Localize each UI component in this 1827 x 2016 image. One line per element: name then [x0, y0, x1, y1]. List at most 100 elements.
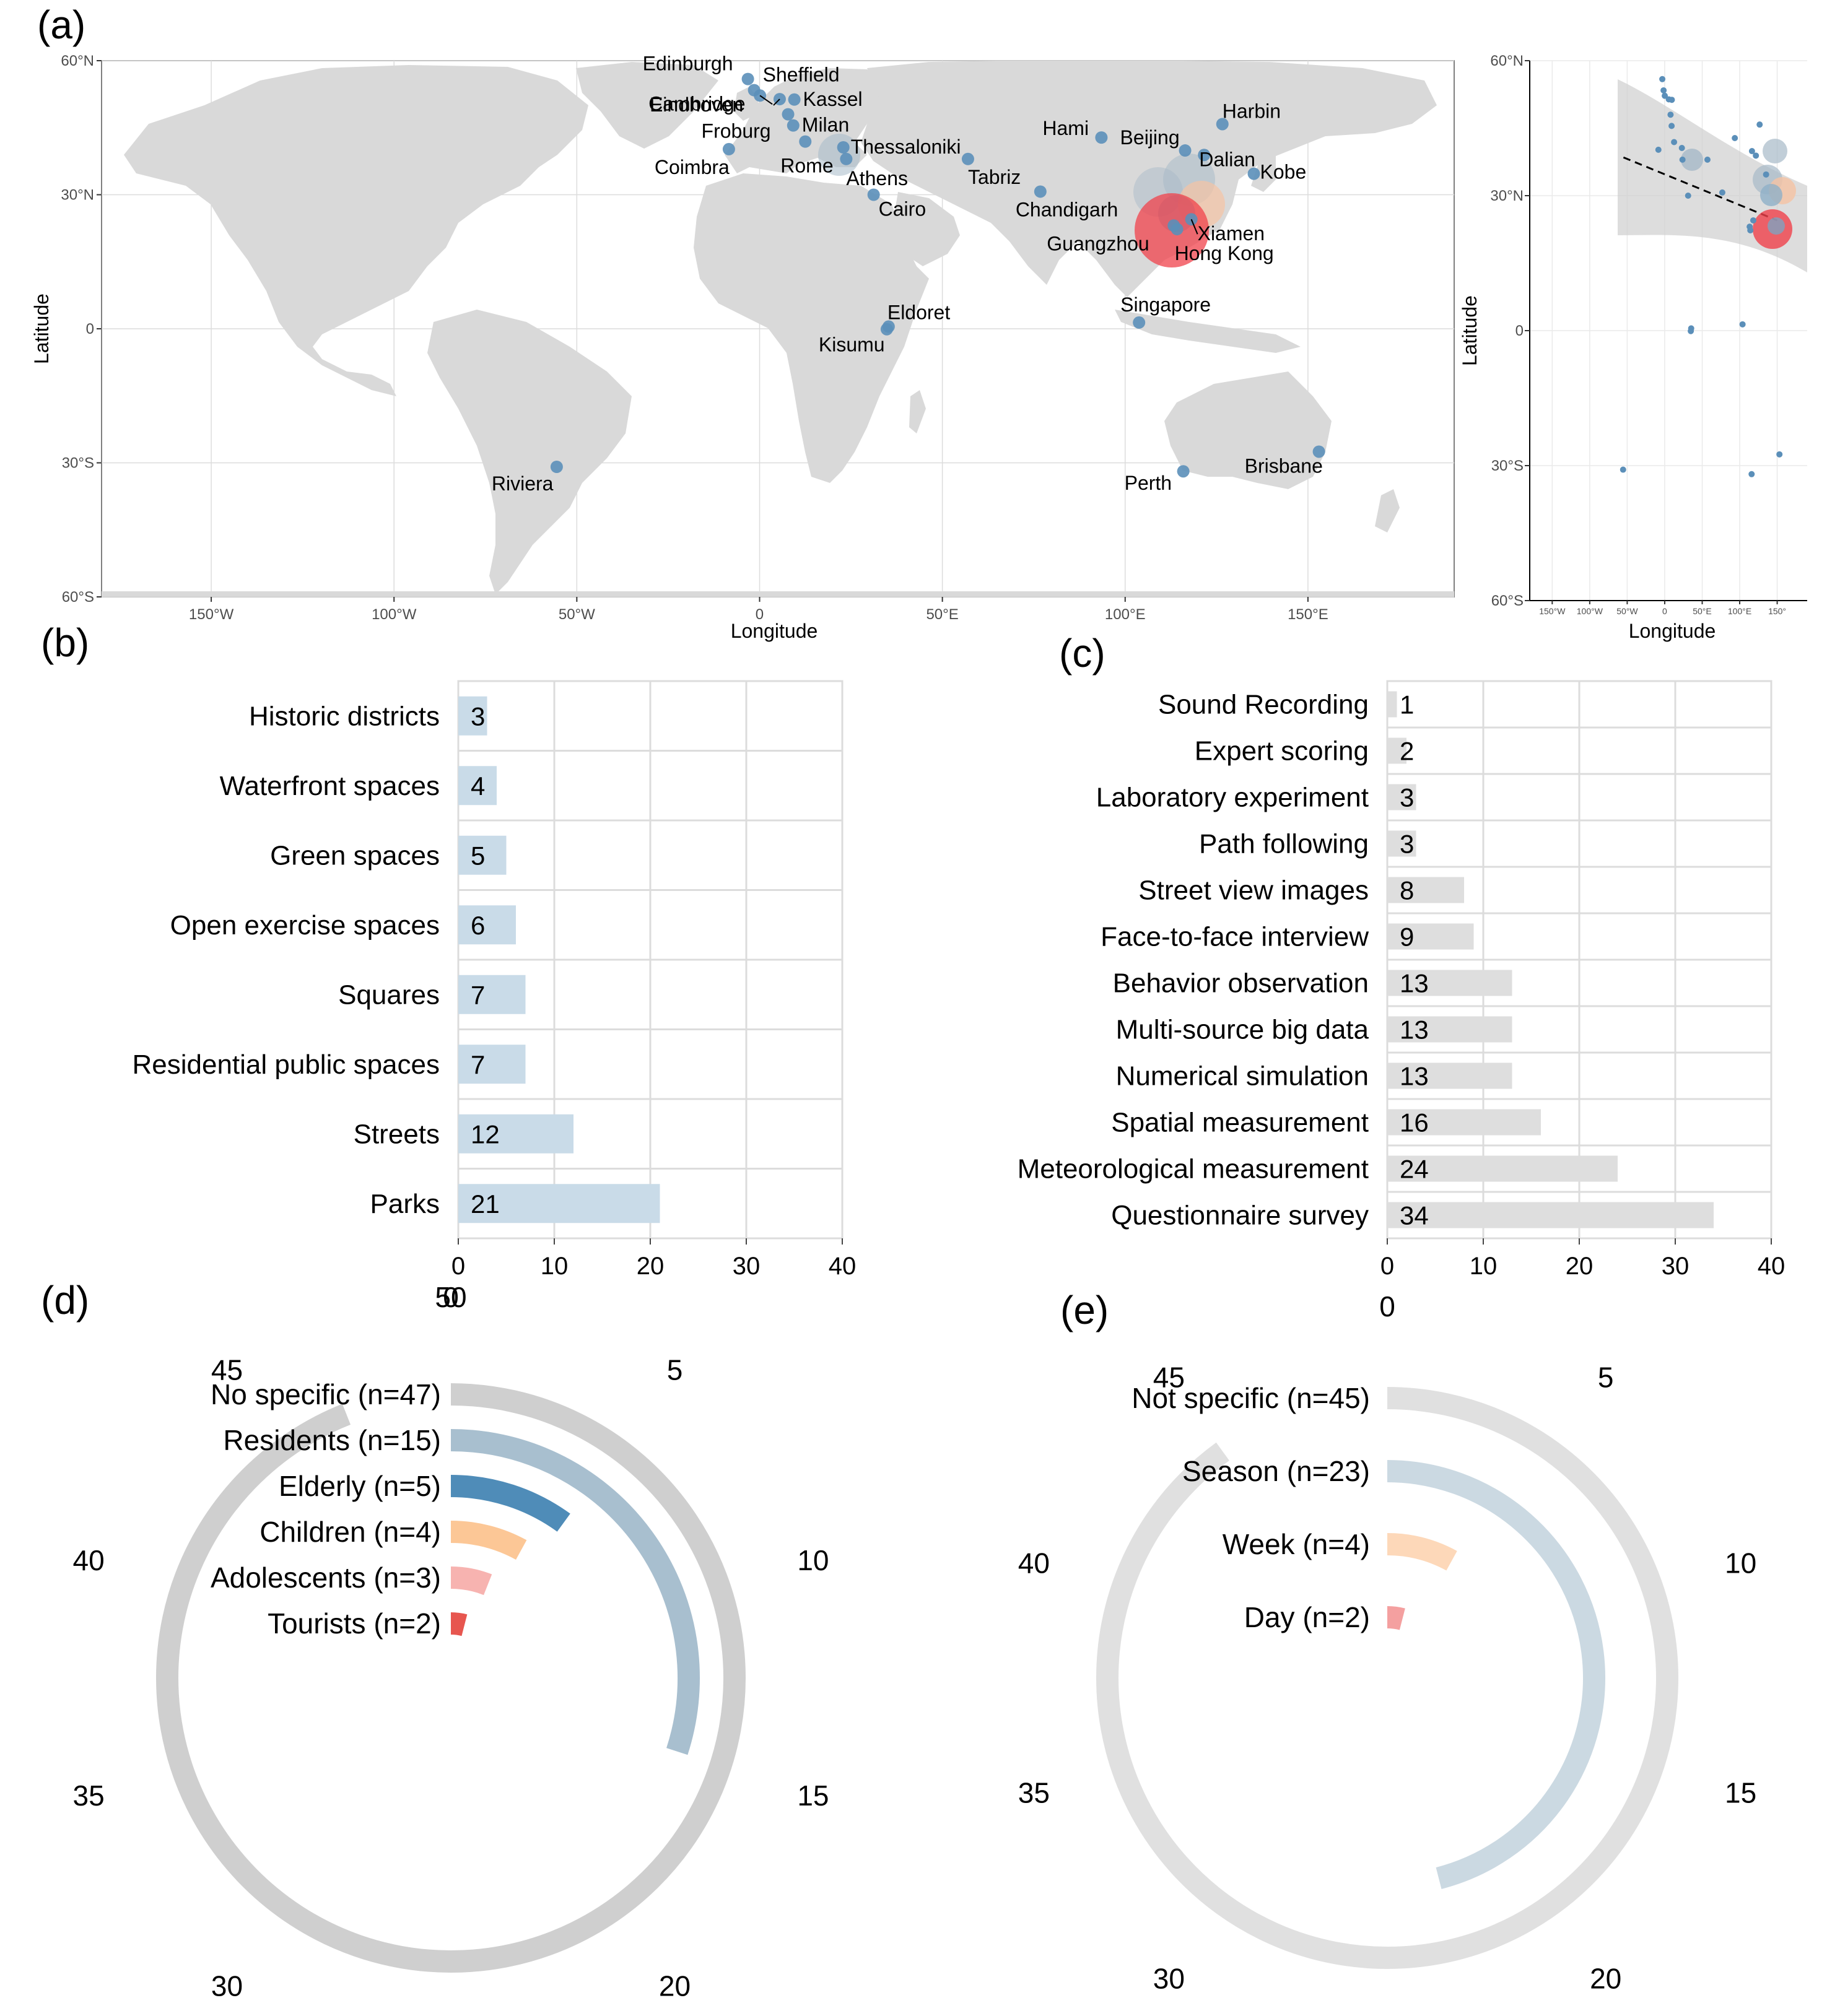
- e-tick-label: 40: [1018, 1547, 1050, 1579]
- e-tick-label: 30: [1153, 1962, 1185, 1994]
- c-bar-meteorological-measurement: [1387, 1155, 1618, 1182]
- c-x-tick-label: 30: [1662, 1253, 1690, 1280]
- inset-point-kisumu: [1688, 328, 1694, 334]
- e-arc-season-n-23: [1387, 1460, 1605, 1889]
- leader-xiamen: [1190, 219, 1198, 235]
- leader-cambridge: [759, 95, 773, 105]
- city-label-cairo: Cairo: [879, 198, 926, 220]
- e-tick-label: 35: [1018, 1776, 1050, 1809]
- land-masses: [102, 61, 1454, 597]
- e-arc-day-n-2: [1387, 1606, 1405, 1630]
- city-point-riviera: [550, 460, 563, 473]
- city-point-chandigarh: [1034, 185, 1047, 198]
- city-label-riviera: Riviera: [492, 472, 554, 495]
- b-bar-streets: [458, 1114, 573, 1154]
- c-bar-multi-source-big-data: [1387, 1016, 1512, 1043]
- d-tick-label: 10: [797, 1544, 829, 1576]
- inset-x-tick-label: 50°E: [1693, 606, 1712, 616]
- inset-point-rome: [1671, 139, 1678, 146]
- panel-label-c: (c): [1059, 631, 1105, 676]
- city-point-cairo: [867, 188, 880, 201]
- c-category-laboratory-experiment: Laboratory experiment: [1096, 783, 1369, 813]
- city-label-kisumu: Kisumu: [819, 334, 885, 356]
- land-arabia: [892, 192, 960, 266]
- inset-points: [1620, 76, 1783, 477]
- e-arc-week-n-4: [1387, 1533, 1457, 1571]
- d-series-label-adolescents-n-3: Adolescents (n=3): [211, 1562, 441, 1594]
- c-category-behavior-observation: Behavior observation: [1113, 968, 1369, 999]
- inset-bubbles: [1681, 139, 1796, 249]
- map-y-tick-label: 0: [86, 321, 94, 337]
- inset-bubble-1: [1681, 149, 1703, 171]
- inset-point-kassel: [1668, 97, 1675, 103]
- inset-point-hong-kong: [1747, 227, 1754, 233]
- b-category-streets: Streets: [354, 1119, 440, 1149]
- city-point-milan: [787, 119, 800, 132]
- inset-point-coimbra: [1655, 146, 1662, 153]
- c-value-meteorological-measurement: 24: [1400, 1155, 1429, 1184]
- d-tick-label: 50: [435, 1281, 466, 1313]
- d-tick-label: 45: [211, 1353, 243, 1386]
- inset-bubble-5: [1760, 184, 1782, 206]
- c-bar-questionnaire-survey: [1387, 1202, 1714, 1228]
- city-label-kobe: Kobe: [1260, 161, 1307, 183]
- land-antarctica: [102, 591, 1454, 597]
- c-bar-expert-scoring: [1387, 737, 1406, 764]
- land-new-zealand: [1375, 489, 1400, 532]
- b-value-green-spaces: 5: [471, 841, 485, 870]
- radial-chart-time: 051015202530354045Not specific (n=45)Sea…: [1018, 1290, 1756, 1994]
- city-label-harbin: Harbin: [1223, 100, 1281, 122]
- c-category-multi-source-big-data: Multi-source big data: [1116, 1015, 1369, 1045]
- city-label-tabriz: Tabriz: [968, 166, 1021, 188]
- city-label-perth: Perth: [1125, 472, 1172, 494]
- inset-point-milan: [1668, 123, 1675, 129]
- c-x-tick-label: 40: [1758, 1253, 1786, 1280]
- b-bar-waterfront-spaces: [458, 766, 497, 806]
- b-category-waterfront-spaces: Waterfront spaces: [220, 771, 440, 801]
- c-value-path-following: 3: [1400, 830, 1414, 859]
- city-point-thessaloniki: [837, 141, 850, 154]
- e-tick-label: 0: [1379, 1290, 1395, 1323]
- city-label-rome: Rome: [780, 155, 833, 177]
- c-value-questionnaire-survey: 34: [1400, 1201, 1429, 1230]
- b-x-tick-label: 10: [541, 1253, 569, 1280]
- inset-bubble-2: [1763, 139, 1787, 163]
- d-series-label-no-specific-n-47: No specific (n=47): [211, 1378, 441, 1410]
- city-point-perth: [1177, 465, 1190, 478]
- e-series-label-week-n-4: Week (n=4): [1223, 1528, 1370, 1560]
- inset-x-tick-label: 50°W: [1616, 606, 1638, 616]
- c-bar-behavior-observation: [1387, 970, 1512, 996]
- city-label-eldoret: Eldoret: [887, 301, 951, 323]
- city-label-beijing: Beijing: [1120, 126, 1180, 149]
- inset-axes: 60°N 30°N 0 30°S 60°S 150°W 100°W 50°W 0 50°E 100°…: [1490, 53, 1807, 616]
- map-y-tick-label: 60°S: [62, 589, 94, 606]
- c-value-spatial-measurement: 16: [1400, 1108, 1429, 1137]
- inset-point-froburg: [1667, 111, 1674, 118]
- city-point-froburg: [782, 108, 795, 121]
- c-value-numerical-simulation: 13: [1400, 1062, 1429, 1091]
- city-label-hong-kong: Hong Kong: [1175, 242, 1274, 264]
- city-label-brisbane: Brisbane: [1245, 454, 1323, 477]
- city-point-athens: [840, 152, 853, 165]
- leader-eindhoven: [773, 98, 780, 106]
- b-bar-historic-districts: [458, 696, 487, 736]
- city-point-brisbane: [1312, 445, 1325, 458]
- land-greenland: [576, 62, 718, 149]
- inset-x-tick-label: 150°W: [1539, 606, 1566, 616]
- map-x-tick-label: 100°W: [372, 606, 417, 623]
- inset-point-sheffield: [1660, 87, 1667, 93]
- city-label-hami: Hami: [1042, 117, 1089, 139]
- map-x-tick-label: 100°E: [1105, 606, 1146, 623]
- b-x-tick-label: 40: [829, 1253, 857, 1280]
- inset-y-tick-label: 30°S: [1491, 458, 1524, 474]
- e-tick-label: 20: [1590, 1962, 1621, 1994]
- inset-point-beijing: [1748, 148, 1755, 155]
- b-value-squares: 7: [471, 980, 485, 1009]
- c-category-sound-recording: Sound Recording: [1158, 690, 1369, 720]
- city-label-athens: Athens: [846, 167, 908, 189]
- e-tick-label: 5: [1598, 1362, 1614, 1394]
- b-bar-parks: [458, 1184, 660, 1223]
- d-series-label-residents-n-15: Residents (n=15): [223, 1424, 441, 1456]
- city-label-chandigarh: Chandigarh: [1016, 198, 1118, 220]
